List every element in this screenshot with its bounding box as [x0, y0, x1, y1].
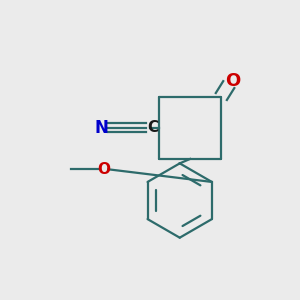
Text: O: O	[225, 72, 240, 90]
Text: O: O	[98, 162, 110, 177]
Text: N: N	[94, 119, 108, 137]
Text: C: C	[147, 120, 158, 135]
